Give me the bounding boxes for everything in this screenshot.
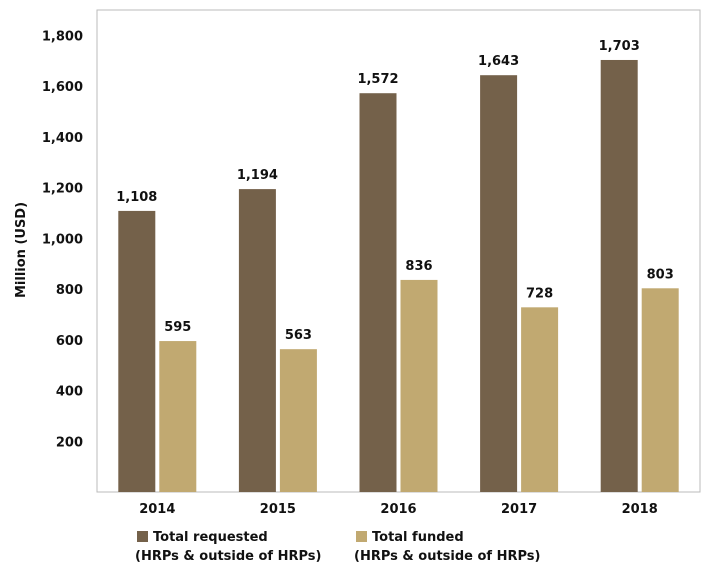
y-axis-ticks: 200 400 600 800 1,000 1,200 1,400 1,600 1,800 [42, 29, 83, 450]
bar-total-funded [641, 288, 679, 492]
y-tick-label: 1,200 [42, 182, 83, 197]
data-label: 1,108 [116, 190, 157, 205]
y-tick-label: 1,800 [42, 29, 83, 44]
x-tick-label: 2017 [501, 502, 537, 517]
x-tick-label: 2016 [380, 502, 416, 517]
y-tick-label: 600 [56, 334, 83, 349]
bar-total-funded [400, 279, 438, 492]
plot-border [96, 9, 701, 493]
legend-label: Total requested [153, 530, 268, 545]
plot-frame [96, 9, 701, 493]
y-tick-label: 1,000 [42, 232, 83, 247]
x-tick-label: 2018 [622, 502, 658, 517]
data-label: 595 [164, 320, 191, 335]
data-label: 1,643 [478, 54, 519, 69]
bar-total-funded [521, 307, 559, 492]
bar-total-funded [279, 349, 317, 492]
legend-swatch [356, 531, 367, 542]
legend-sublabel: (HRPs & outside of HRPs) [135, 549, 321, 564]
bar-total-requested [359, 93, 397, 492]
data-label: 836 [405, 259, 432, 274]
bar-total-requested [118, 210, 156, 492]
y-tick-label: 800 [56, 283, 83, 298]
y-tick-label: 200 [56, 435, 83, 450]
bar-total-requested [480, 75, 518, 492]
bar-total-requested [238, 189, 276, 492]
data-label: 563 [285, 328, 312, 343]
bars: 1,108 595 1,194 563 1,572 836 1,643 728 1,703 803 [116, 39, 679, 492]
data-label: 1,703 [599, 39, 640, 54]
data-label: 1,572 [357, 72, 398, 87]
data-label: 803 [647, 267, 674, 282]
legend: Total requested (HRPs & outside of HRPs) T… [135, 530, 540, 564]
x-axis-ticks: 2014 2015 2016 2017 2018 [139, 502, 658, 517]
bar-total-requested [600, 59, 638, 492]
x-tick-label: 2014 [139, 502, 175, 517]
x-tick-label: 2015 [260, 502, 296, 517]
y-axis-title: Million (USD) [14, 202, 29, 298]
data-label: 728 [526, 286, 553, 301]
y-tick-label: 400 [56, 385, 83, 400]
bar-total-funded [159, 341, 197, 492]
legend-sublabel: (HRPs & outside of HRPs) [354, 549, 540, 564]
legend-label: Total funded [372, 530, 464, 545]
legend-swatch [137, 531, 148, 542]
y-tick-label: 1,600 [42, 80, 83, 95]
data-label: 1,194 [237, 168, 278, 183]
y-tick-label: 1,400 [42, 131, 83, 146]
